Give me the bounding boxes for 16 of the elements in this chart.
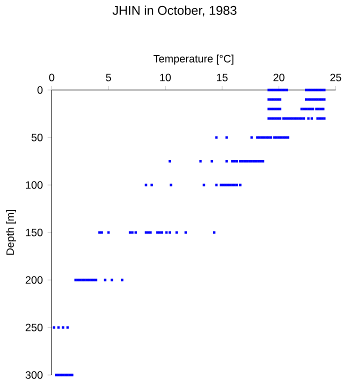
y-tick-label: 200 xyxy=(26,276,43,284)
chart-title: JHIN in October, 1983 xyxy=(112,6,237,16)
x-tick-label: 25 xyxy=(330,74,342,82)
y-tick-label: 300 xyxy=(26,371,43,379)
y-axis-title: Depth [m] xyxy=(6,210,16,255)
x-tick-label: 10 xyxy=(160,74,171,82)
x-tick-label: 0 xyxy=(49,74,54,82)
y-tick-label: 50 xyxy=(32,134,43,142)
x-tick-label: 5 xyxy=(106,74,112,82)
y-tick-label: 100 xyxy=(26,181,43,189)
x-axis-title: Temperature [°C] xyxy=(154,54,234,65)
x-tick-label: 20 xyxy=(274,74,285,82)
x-tick-label: 15 xyxy=(217,74,228,82)
y-tick-label: 250 xyxy=(26,324,43,332)
y-tick-label: 150 xyxy=(26,228,43,236)
y-tick-label: 0 xyxy=(38,86,43,94)
